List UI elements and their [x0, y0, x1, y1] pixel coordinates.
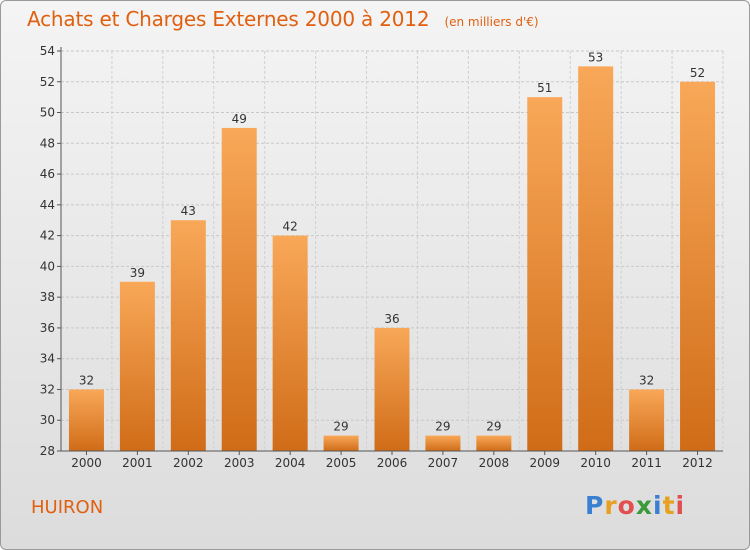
- bar-layer: 32 39 43 49 42 29 36 29 29 51 53 32 52: [68, 50, 716, 452]
- bar: [68, 389, 104, 451]
- x-tick-label: 2007: [428, 456, 459, 470]
- x-tick-label: 2010: [580, 456, 611, 470]
- data-label: 53: [588, 50, 603, 64]
- x-tick-label: 2001: [122, 456, 153, 470]
- y-tick-label: 50: [40, 106, 55, 120]
- bar: [323, 435, 359, 451]
- y-tick-label: 34: [40, 352, 55, 366]
- data-label: 29: [486, 420, 501, 434]
- logo-letter: o: [617, 491, 636, 520]
- logo-letter: i: [653, 491, 663, 520]
- data-label: 32: [79, 373, 94, 387]
- title-row: Achats et Charges Externes 2000 à 2012 (…: [27, 7, 539, 31]
- data-label: 49: [232, 112, 247, 126]
- x-tick-label: 2012: [682, 456, 713, 470]
- y-tick-label: 32: [40, 382, 55, 396]
- x-tick-label: 2011: [631, 456, 662, 470]
- x-tick-label: 2000: [71, 456, 102, 470]
- x-tick-label: 2005: [326, 456, 357, 470]
- chart-subtitle: (en milliers d'€): [444, 15, 539, 29]
- y-tick-label: 30: [40, 413, 55, 427]
- bar: [119, 281, 155, 451]
- x-tick-label: 2008: [479, 456, 510, 470]
- data-label: 43: [181, 204, 196, 218]
- bar: [374, 327, 410, 451]
- x-tick-label: 2003: [224, 456, 255, 470]
- axis-layer: 28 30 32 34 36 38 40 42 44 46 48 50 52 54 2000 2001 2002…: [40, 44, 723, 470]
- bar: [476, 435, 512, 451]
- y-tick-label: 36: [40, 321, 55, 335]
- bar: [170, 220, 206, 451]
- chart-title: Achats et Charges Externes 2000 à 2012: [27, 7, 430, 31]
- y-tick-label: 46: [40, 167, 55, 181]
- y-tick-label: 38: [40, 290, 55, 304]
- place-name: HUIRON: [31, 497, 104, 518]
- logo-letter: x: [635, 491, 653, 520]
- x-tick-label: 2004: [275, 456, 306, 470]
- bar: [527, 97, 563, 452]
- data-label: 29: [435, 420, 450, 434]
- data-label: 51: [537, 81, 552, 95]
- bar: [425, 435, 461, 451]
- y-tick-label: 52: [40, 75, 55, 89]
- x-tick-label: 2009: [529, 456, 560, 470]
- bar: [629, 389, 665, 451]
- y-tick-label: 54: [40, 44, 55, 58]
- bar: [221, 127, 257, 451]
- bar: [578, 66, 614, 451]
- data-label: 29: [333, 420, 348, 434]
- y-tick-label: 40: [40, 259, 55, 273]
- logo-letter: r: [604, 491, 618, 520]
- y-tick-label: 42: [40, 229, 55, 243]
- y-tick-label: 44: [40, 198, 55, 212]
- logo-letter: i: [675, 491, 686, 520]
- logo-letter: t: [662, 491, 676, 520]
- y-tick-label: 48: [40, 136, 55, 150]
- data-label: 39: [130, 266, 145, 280]
- x-tick-label: 2006: [377, 456, 408, 470]
- x-tick-label: 2002: [173, 456, 204, 470]
- proxiti-logo: Proxiti: [585, 491, 685, 520]
- data-label: 32: [639, 373, 654, 387]
- bar: [680, 81, 716, 452]
- logo-letter: P: [585, 491, 605, 520]
- y-tick-label: 28: [40, 444, 55, 458]
- data-label: 52: [690, 66, 705, 80]
- bar: [272, 235, 308, 451]
- data-label: 42: [283, 220, 298, 234]
- data-label: 36: [384, 312, 399, 326]
